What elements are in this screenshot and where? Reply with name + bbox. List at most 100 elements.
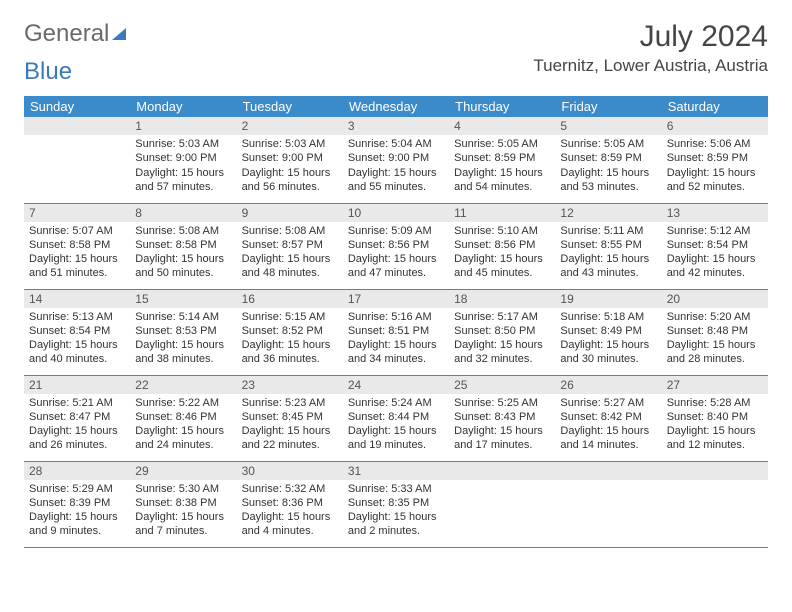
day-number: 13 — [662, 204, 768, 222]
daylight-text: Daylight: 15 hours and 40 minutes. — [29, 338, 125, 367]
daylight-text: Daylight: 15 hours and 45 minutes. — [454, 252, 550, 281]
daylight-text: Daylight: 15 hours and 50 minutes. — [135, 252, 231, 281]
calendar-cell: 25Sunrise: 5:25 AMSunset: 8:43 PMDayligh… — [449, 375, 555, 461]
sunrise-text: Sunrise: 5:12 AM — [667, 224, 763, 238]
logo-text-a: General — [24, 20, 109, 48]
sunset-text: Sunset: 8:53 PM — [135, 324, 231, 338]
day-info: Sunrise: 5:29 AMSunset: 8:39 PMDaylight:… — [24, 480, 130, 543]
sunrise-text: Sunrise: 5:23 AM — [242, 396, 338, 410]
sunrise-text: Sunrise: 5:08 AM — [242, 224, 338, 238]
day-number: 14 — [24, 290, 130, 308]
sunset-text: Sunset: 8:59 PM — [560, 151, 656, 165]
calendar-table: Sunday Monday Tuesday Wednesday Thursday… — [24, 96, 768, 548]
title-block: July 2024 Tuernitz, Lower Austria, Austr… — [533, 20, 768, 76]
sunset-text: Sunset: 8:48 PM — [667, 324, 763, 338]
sunrise-text: Sunrise: 5:05 AM — [454, 137, 550, 151]
calendar-row: 28Sunrise: 5:29 AMSunset: 8:39 PMDayligh… — [24, 461, 768, 547]
weekday-fri: Friday — [555, 96, 661, 117]
day-number: 19 — [555, 290, 661, 308]
sunrise-text: Sunrise: 5:15 AM — [242, 310, 338, 324]
day-number: 31 — [343, 462, 449, 480]
calendar-cell: 24Sunrise: 5:24 AMSunset: 8:44 PMDayligh… — [343, 375, 449, 461]
calendar-cell: 26Sunrise: 5:27 AMSunset: 8:42 PMDayligh… — [555, 375, 661, 461]
day-info — [24, 135, 130, 193]
calendar-cell: 10Sunrise: 5:09 AMSunset: 8:56 PMDayligh… — [343, 203, 449, 289]
day-info — [555, 480, 661, 538]
month-title: July 2024 — [533, 20, 768, 54]
sunrise-text: Sunrise: 5:32 AM — [242, 482, 338, 496]
daylight-text: Daylight: 15 hours and 48 minutes. — [242, 252, 338, 281]
weekday-wed: Wednesday — [343, 96, 449, 117]
day-info: Sunrise: 5:17 AMSunset: 8:50 PMDaylight:… — [449, 308, 555, 371]
sunset-text: Sunset: 8:40 PM — [667, 410, 763, 424]
day-info: Sunrise: 5:16 AMSunset: 8:51 PMDaylight:… — [343, 308, 449, 371]
day-info: Sunrise: 5:10 AMSunset: 8:56 PMDaylight:… — [449, 222, 555, 285]
sunset-text: Sunset: 8:36 PM — [242, 496, 338, 510]
location: Tuernitz, Lower Austria, Austria — [533, 56, 768, 76]
day-number: 15 — [130, 290, 236, 308]
day-number — [449, 462, 555, 480]
calendar-cell: 9Sunrise: 5:08 AMSunset: 8:57 PMDaylight… — [237, 203, 343, 289]
daylight-text: Daylight: 15 hours and 52 minutes. — [667, 166, 763, 195]
day-number: 27 — [662, 376, 768, 394]
daylight-text: Daylight: 15 hours and 42 minutes. — [667, 252, 763, 281]
daylight-text: Daylight: 15 hours and 12 minutes. — [667, 424, 763, 453]
day-info: Sunrise: 5:09 AMSunset: 8:56 PMDaylight:… — [343, 222, 449, 285]
day-info: Sunrise: 5:15 AMSunset: 8:52 PMDaylight:… — [237, 308, 343, 371]
sunrise-text: Sunrise: 5:08 AM — [135, 224, 231, 238]
sunset-text: Sunset: 9:00 PM — [242, 151, 338, 165]
day-number: 23 — [237, 376, 343, 394]
day-number — [555, 462, 661, 480]
daylight-text: Daylight: 15 hours and 30 minutes. — [560, 338, 656, 367]
calendar-row: 14Sunrise: 5:13 AMSunset: 8:54 PMDayligh… — [24, 289, 768, 375]
sunrise-text: Sunrise: 5:21 AM — [29, 396, 125, 410]
calendar-cell: 13Sunrise: 5:12 AMSunset: 8:54 PMDayligh… — [662, 203, 768, 289]
sunset-text: Sunset: 8:56 PM — [348, 238, 444, 252]
day-number: 17 — [343, 290, 449, 308]
day-info: Sunrise: 5:05 AMSunset: 8:59 PMDaylight:… — [555, 135, 661, 198]
daylight-text: Daylight: 15 hours and 14 minutes. — [560, 424, 656, 453]
day-number: 12 — [555, 204, 661, 222]
day-info: Sunrise: 5:14 AMSunset: 8:53 PMDaylight:… — [130, 308, 236, 371]
calendar-row: 1Sunrise: 5:03 AMSunset: 9:00 PMDaylight… — [24, 117, 768, 203]
day-number: 20 — [662, 290, 768, 308]
day-number: 9 — [237, 204, 343, 222]
day-info: Sunrise: 5:12 AMSunset: 8:54 PMDaylight:… — [662, 222, 768, 285]
sunset-text: Sunset: 8:49 PM — [560, 324, 656, 338]
day-number: 30 — [237, 462, 343, 480]
day-info: Sunrise: 5:28 AMSunset: 8:40 PMDaylight:… — [662, 394, 768, 457]
sunset-text: Sunset: 8:56 PM — [454, 238, 550, 252]
day-number: 10 — [343, 204, 449, 222]
sunrise-text: Sunrise: 5:20 AM — [667, 310, 763, 324]
day-info: Sunrise: 5:06 AMSunset: 8:59 PMDaylight:… — [662, 135, 768, 198]
day-number: 26 — [555, 376, 661, 394]
day-info: Sunrise: 5:27 AMSunset: 8:42 PMDaylight:… — [555, 394, 661, 457]
day-number: 3 — [343, 117, 449, 135]
day-number — [662, 462, 768, 480]
sunset-text: Sunset: 8:35 PM — [348, 496, 444, 510]
day-number: 21 — [24, 376, 130, 394]
daylight-text: Daylight: 15 hours and 24 minutes. — [135, 424, 231, 453]
sunset-text: Sunset: 8:45 PM — [242, 410, 338, 424]
daylight-text: Daylight: 15 hours and 26 minutes. — [29, 424, 125, 453]
sunset-text: Sunset: 8:47 PM — [29, 410, 125, 424]
day-info: Sunrise: 5:13 AMSunset: 8:54 PMDaylight:… — [24, 308, 130, 371]
calendar-cell: 31Sunrise: 5:33 AMSunset: 8:35 PMDayligh… — [343, 461, 449, 547]
daylight-text: Daylight: 15 hours and 4 minutes. — [242, 510, 338, 539]
calendar-cell: 7Sunrise: 5:07 AMSunset: 8:58 PMDaylight… — [24, 203, 130, 289]
day-number: 24 — [343, 376, 449, 394]
weekday-tue: Tuesday — [237, 96, 343, 117]
daylight-text: Daylight: 15 hours and 32 minutes. — [454, 338, 550, 367]
logo-triangle-icon — [112, 28, 126, 40]
calendar-cell — [662, 461, 768, 547]
sunset-text: Sunset: 8:38 PM — [135, 496, 231, 510]
weekday-row: Sunday Monday Tuesday Wednesday Thursday… — [24, 96, 768, 117]
daylight-text: Daylight: 15 hours and 36 minutes. — [242, 338, 338, 367]
sunrise-text: Sunrise: 5:05 AM — [560, 137, 656, 151]
sunrise-text: Sunrise: 5:11 AM — [560, 224, 656, 238]
weekday-sun: Sunday — [24, 96, 130, 117]
day-number: 6 — [662, 117, 768, 135]
calendar-cell: 23Sunrise: 5:23 AMSunset: 8:45 PMDayligh… — [237, 375, 343, 461]
day-number: 11 — [449, 204, 555, 222]
day-number: 2 — [237, 117, 343, 135]
